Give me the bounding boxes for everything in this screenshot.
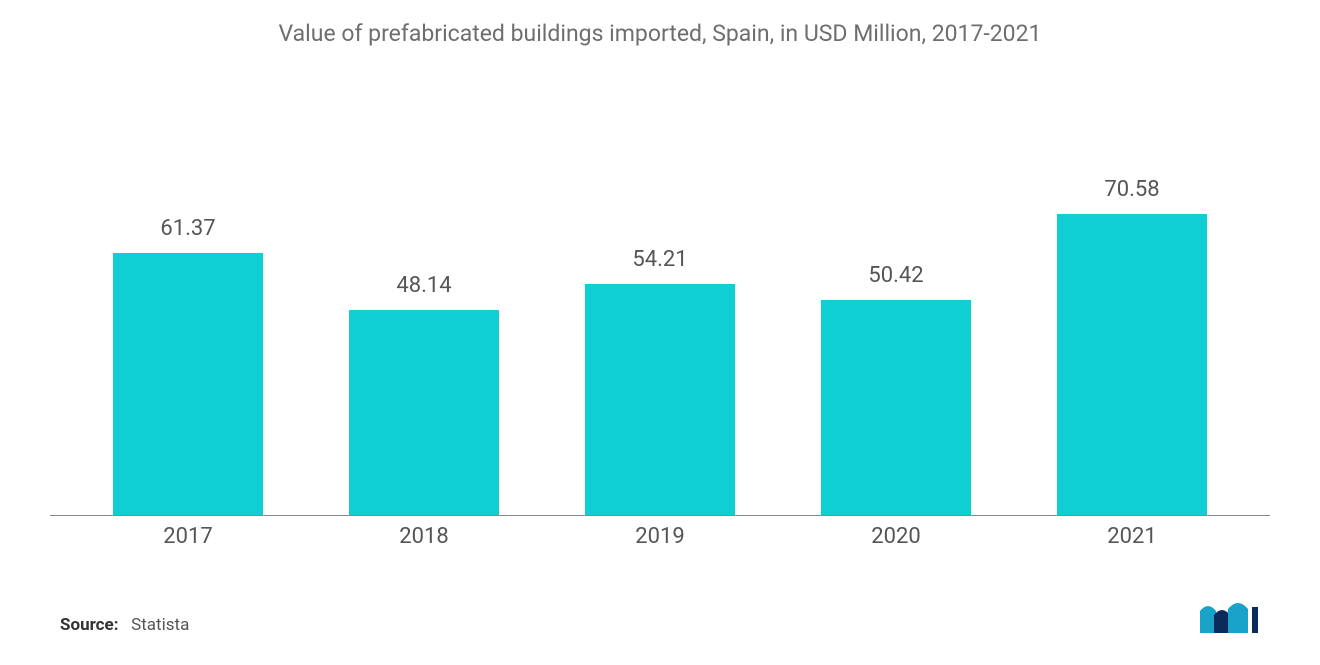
bar — [1057, 214, 1207, 515]
bar — [349, 310, 499, 515]
bar-group: 61.37 — [113, 216, 263, 515]
x-axis: 2017 2018 2019 2020 2021 — [50, 516, 1270, 549]
x-axis-label: 2019 — [585, 524, 735, 549]
source-label: Source: — [60, 615, 118, 635]
x-axis-label: 2021 — [1057, 524, 1207, 549]
bar-value-label: 70.58 — [1104, 177, 1159, 202]
bar-group: 50.42 — [821, 263, 971, 515]
bar-value-label: 48.14 — [396, 273, 451, 298]
bar — [585, 284, 735, 515]
x-axis-label: 2017 — [113, 524, 263, 549]
bar — [821, 300, 971, 515]
x-axis-label: 2020 — [821, 524, 971, 549]
bar-value-label: 50.42 — [868, 263, 923, 288]
plot-area: 61.37 48.14 54.21 50.42 70.58 — [50, 57, 1270, 516]
source-value: Statista — [131, 615, 189, 635]
source-attribution: Source: Statista — [60, 615, 189, 635]
bar-group: 54.21 — [585, 247, 735, 515]
bar — [113, 253, 263, 515]
mordor-logo-icon — [1198, 599, 1260, 635]
chart-title: Value of prefabricated buildings importe… — [50, 20, 1270, 47]
chart-footer: Source: Statista — [50, 599, 1270, 635]
bar-group: 70.58 — [1057, 177, 1207, 515]
chart-container: Value of prefabricated buildings importe… — [0, 0, 1320, 665]
x-axis-label: 2018 — [349, 524, 499, 549]
bar-value-label: 54.21 — [632, 247, 687, 272]
bar-value-label: 61.37 — [160, 216, 215, 241]
bar-group: 48.14 — [349, 273, 499, 515]
